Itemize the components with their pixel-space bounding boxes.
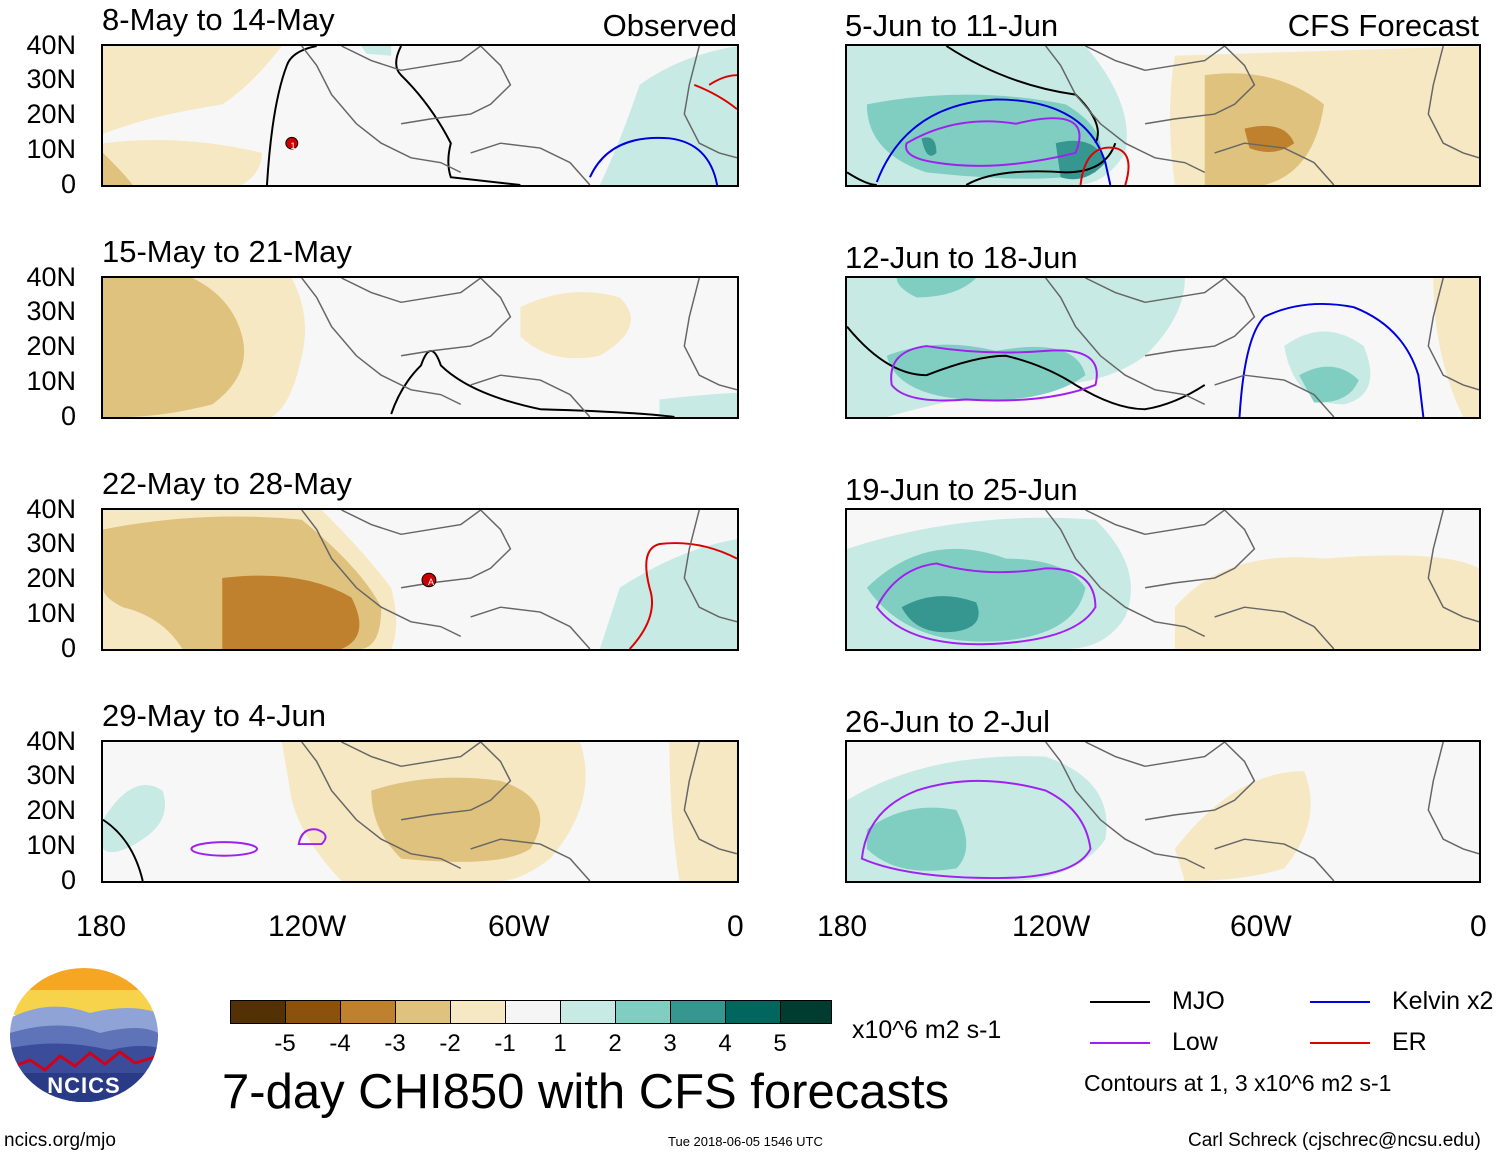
map-panel-12jun-18jun [845, 276, 1481, 419]
map-panel-15may-21may [101, 276, 739, 419]
map-panel-5jun-11jun [845, 44, 1481, 187]
colorbar-swatch [340, 1000, 396, 1024]
lat-tick: 30N [26, 64, 76, 94]
lat-tick: 10N [26, 134, 76, 164]
lat-tick: 0 [60, 169, 76, 199]
lat-tick: 40N [26, 726, 76, 756]
lat-tick: 20N [26, 99, 76, 129]
legend-line-er [1310, 1042, 1370, 1044]
colorbar-tick: 2 [608, 1030, 622, 1057]
panel-title: 22-May to 28-May [102, 466, 352, 501]
lat-tick: 20N [26, 563, 76, 593]
colorbar-tick: 1 [553, 1030, 567, 1057]
lon-tick: 120W [1012, 910, 1091, 943]
map-panel-29may-4jun [101, 740, 739, 883]
lon-tick: 120W [268, 910, 347, 943]
panel-title: 12-Jun to 18-Jun [845, 240, 1078, 275]
legend-label-mjo: MJO [1172, 987, 1225, 1015]
colorbar-swatch [780, 1000, 832, 1024]
colorbar-tick: 5 [773, 1030, 787, 1057]
lat-tick: 30N [26, 528, 76, 558]
panel-title: 5-Jun to 11-Jun [845, 8, 1059, 43]
colorbar-swatch [505, 1000, 561, 1024]
legend-label-low: Low [1172, 1028, 1218, 1056]
main-title: 7-day CHI850 with CFS forecasts [222, 1065, 950, 1119]
logo-text: NCICS [47, 1073, 121, 1098]
colorbar-tick: -4 [329, 1030, 351, 1057]
lon-tick: 60W [1230, 910, 1292, 943]
map-panel-26jun-2jul [845, 740, 1481, 883]
legend-line-low [1090, 1042, 1150, 1044]
colorbar-swatch [230, 1000, 286, 1024]
lat-tick: 0 [60, 865, 76, 895]
legend-note: Contours at 1, 3 x10^6 m2 s-1 [1084, 1070, 1392, 1096]
colorbar-tick: -3 [384, 1030, 406, 1057]
lat-tick: 10N [26, 830, 76, 860]
lat-tick: 30N [26, 760, 76, 790]
legend-label-kelvin: Kelvin x2 [1392, 987, 1494, 1015]
legend-line-mjo [1090, 1001, 1150, 1003]
legend-label-er: ER [1392, 1028, 1427, 1056]
ncics-logo: NCICS [10, 968, 158, 1102]
colorbar-tick: -1 [494, 1030, 516, 1057]
colorbar-swatch [615, 1000, 671, 1024]
lat-tick: 40N [26, 30, 76, 60]
lon-tick: 180 [817, 910, 868, 943]
panel-title: 29-May to 4-Jun [102, 698, 326, 733]
lon-tick: 60W [488, 910, 550, 943]
colorbar-swatch [285, 1000, 341, 1024]
lat-tick: 20N [26, 795, 76, 825]
lon-tick: 0 [1470, 910, 1487, 943]
forecast-label: CFS Forecast [1287, 8, 1479, 43]
colorbar-tick: 3 [663, 1030, 677, 1057]
colorbar-tick: -5 [274, 1030, 296, 1057]
lat-tick: 40N [26, 494, 76, 524]
lon-tick: 0 [727, 910, 744, 943]
map-panel-8may-14may: 1 [101, 44, 739, 187]
colorbar-tick: 4 [718, 1030, 732, 1057]
lat-tick: 20N [26, 331, 76, 361]
footer-timestamp: Tue 2018-06-05 1546 UTC [668, 1134, 823, 1149]
footer-url: ncics.org/mjo [4, 1130, 116, 1151]
lon-tick: 180 [76, 910, 127, 943]
storm-marker: A [427, 577, 434, 587]
storm-marker: 1 [290, 141, 296, 151]
colorbar-tick: -2 [439, 1030, 461, 1057]
lat-tick: 10N [26, 598, 76, 628]
lat-tick: 30N [26, 296, 76, 326]
colorbar-swatch [560, 1000, 616, 1024]
panel-title: 15-May to 21-May [102, 234, 352, 269]
lat-tick: 10N [26, 366, 76, 396]
colorbar-units: x10^6 m2 s-1 [852, 1016, 1002, 1044]
colorbar-swatch [725, 1000, 781, 1024]
lat-tick: 0 [60, 401, 76, 431]
panel-title: 8-May to 14-May [102, 2, 335, 37]
panel-title: 19-Jun to 25-Jun [845, 472, 1078, 507]
colorbar-swatch [395, 1000, 451, 1024]
map-panel-19jun-25jun [845, 508, 1481, 651]
colorbar-swatch [670, 1000, 726, 1024]
colorbar [230, 1000, 832, 1024]
footer-author: Carl Schreck (cjschrec@ncsu.edu) [1188, 1130, 1481, 1151]
colorbar-swatch [450, 1000, 506, 1024]
lat-tick: 0 [60, 633, 76, 663]
observed-label: Observed [602, 8, 737, 43]
legend-line-kelvin [1310, 1001, 1370, 1003]
lat-tick: 40N [26, 262, 76, 292]
panel-title: 26-Jun to 2-Jul [845, 704, 1051, 739]
map-panel-22may-28may: A [101, 508, 739, 651]
